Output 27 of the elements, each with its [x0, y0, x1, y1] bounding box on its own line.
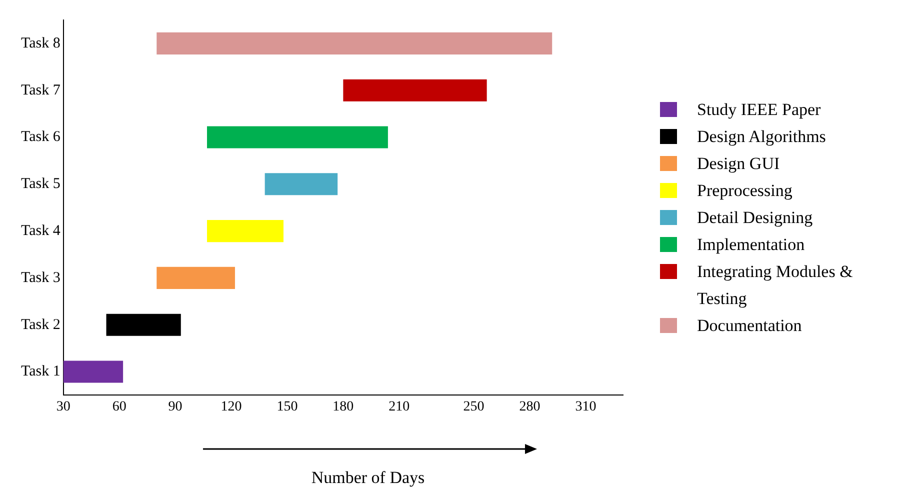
legend-label: Preprocessing: [697, 180, 794, 202]
y-tick-label: Task 8: [20, 35, 60, 52]
x-tick-label: 180: [332, 399, 354, 414]
x-tick-label: 210: [388, 399, 410, 414]
x-tick-label: 30: [56, 399, 70, 414]
legend-label: Documentation: [697, 315, 803, 337]
y-tick-label: Task 3: [20, 270, 60, 286]
x-tick-label: 250: [463, 399, 484, 414]
x-axis-title: Number of Days: [310, 468, 426, 488]
x-tick-label: 60: [112, 399, 126, 414]
legend-label: Design Algorithms: [697, 126, 827, 148]
y-tick-label: Task 4: [20, 222, 61, 239]
x-tick-label: 90: [168, 399, 182, 414]
x-tick-label: 150: [276, 399, 298, 414]
x-tick-label: 310: [575, 399, 596, 414]
y-tick-label: Task 1: [20, 364, 60, 380]
legend-label: Implementation: [697, 234, 806, 256]
y-tick-label: Task 2: [20, 316, 60, 333]
legend-label: Integrating Modules & Testing: [697, 261, 854, 310]
y-tick-label: Task 6: [20, 129, 61, 146]
legend-label: Study IEEE Paper: [697, 99, 822, 121]
y-tick-label: Task 5: [20, 176, 60, 192]
legend-label: Design GUI: [697, 153, 781, 175]
y-tick-label: Task 7: [20, 82, 61, 98]
x-tick-label: 280: [519, 399, 540, 414]
legend-label: Detail Designing: [697, 207, 814, 229]
x-tick-label: 120: [220, 399, 242, 414]
